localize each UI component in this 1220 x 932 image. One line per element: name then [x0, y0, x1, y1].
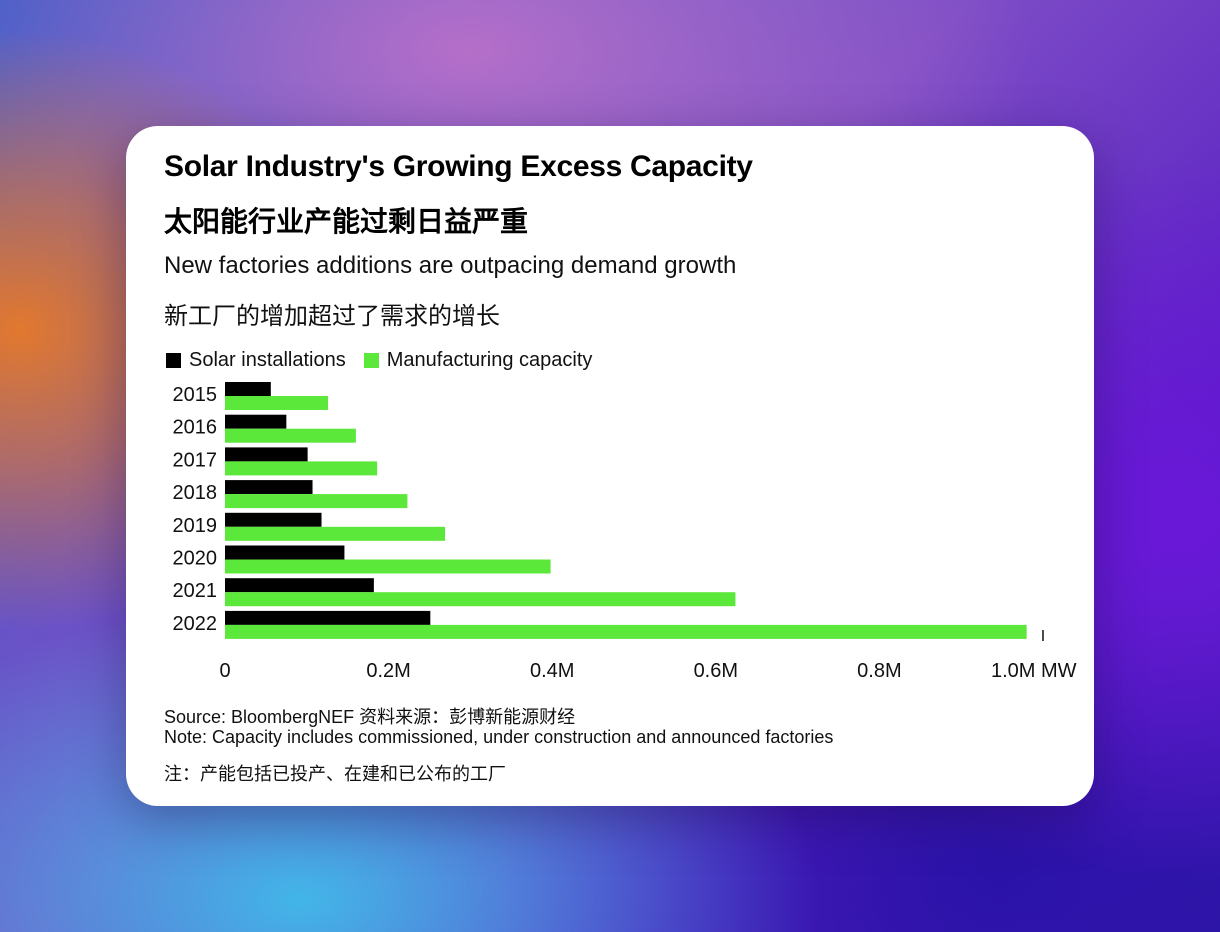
bar-capacity — [225, 396, 329, 410]
bar-installations — [225, 578, 374, 593]
x-tick-label: 1.0M MW — [991, 660, 1077, 682]
chart-subtitle: New factories additions are outpacing de… — [164, 252, 737, 279]
y-tick-label: 2019 — [173, 515, 218, 537]
bar-installations — [225, 382, 271, 396]
bar-capacity — [225, 526, 446, 541]
chart-subtitle-cn: 新工厂的增加超过了需求的增长 — [164, 303, 500, 330]
x-tick-label: 0 — [219, 660, 230, 682]
capacity-note-cn: 注：产能包括已投产、在建和已公布的工厂 — [164, 764, 506, 784]
bar-installations — [225, 480, 313, 495]
legend-item-capacity: Manufacturing capacity — [363, 349, 593, 372]
x-tick-label: 0.8M — [857, 660, 901, 682]
y-tick-label: 2017 — [173, 449, 218, 471]
source-note: Source: BloombergNEF 资料来源：彭博新能源财经 — [164, 707, 576, 727]
y-tick-label: 2015 — [173, 384, 218, 406]
capacity-note: Note: Capacity includes commissioned, un… — [164, 727, 834, 747]
y-tick-label: 2021 — [173, 580, 218, 602]
legend-swatch-installations — [166, 353, 181, 368]
bar-installations — [225, 447, 308, 462]
bar-installations — [225, 512, 322, 527]
y-tick-label: 2016 — [173, 417, 218, 439]
legend-label-installations: Solar installations — [189, 349, 346, 371]
y-tick-label: 2018 — [173, 482, 218, 504]
chart-title-cn: 太阳能行业产能过剩日益严重 — [164, 206, 529, 237]
chart-legend: Solar installations Manufacturing capaci… — [166, 349, 610, 372]
bar-installations — [225, 414, 287, 429]
x-tick-label: 0.2M — [366, 660, 410, 682]
x-tick-label: 0.4M — [530, 660, 574, 682]
bar-installations — [225, 610, 431, 625]
bar-capacity — [225, 428, 356, 443]
y-tick-label: 2020 — [173, 548, 218, 570]
bar-capacity — [225, 494, 408, 509]
x-tick-label: 0.6M — [694, 660, 738, 682]
chart-card: Solar Industry's Growing Excess Capacity… — [126, 126, 1094, 806]
bar-capacity — [225, 624, 1027, 639]
legend-swatch-capacity — [363, 353, 379, 368]
legend-label-capacity: Manufacturing capacity — [386, 349, 593, 371]
bar-capacity — [225, 559, 551, 574]
chart-title: Solar Industry's Growing Excess Capacity — [164, 150, 753, 183]
bar-chart: 2015 2016 2017 2018 2019 2020 2021 2022 0 0.2M 0.4… — [173, 382, 1077, 682]
bar-capacity — [225, 592, 736, 607]
y-tick-label: 2022 — [173, 613, 218, 635]
legend-item-installations: Solar installations — [166, 349, 346, 372]
bar-installations — [225, 545, 345, 560]
bar-capacity — [225, 461, 378, 476]
